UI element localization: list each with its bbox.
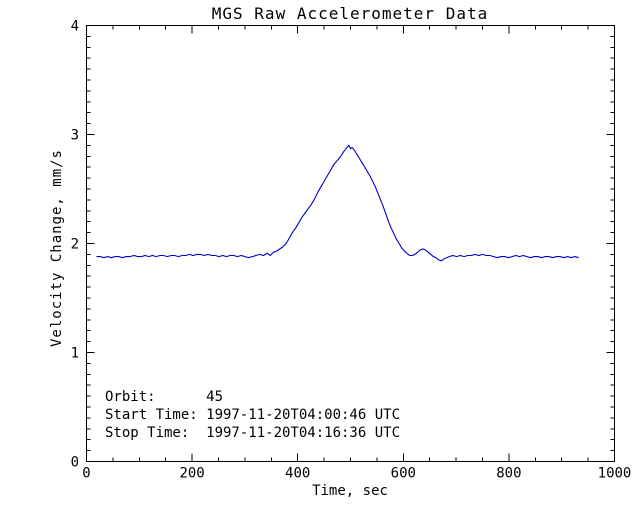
- data-line: [96, 144, 579, 262]
- x-tick-label: 600: [391, 466, 416, 482]
- chart-title: MGS Raw Accelerometer Data: [211, 4, 489, 23]
- y-tick-label: 1: [71, 346, 79, 362]
- x-tick-label: 200: [179, 466, 204, 482]
- annotation-start-time: Start Time: 1997-11-20T04:00:46 UTC: [105, 407, 401, 423]
- annotation-stop-time: Stop Time: 1997-11-20T04:16:36 UTC: [105, 425, 401, 441]
- x-tick-label: 0: [82, 466, 90, 482]
- y-tick-label: 4: [71, 19, 79, 35]
- x-tick-label: 1000: [598, 466, 632, 482]
- y-tick-label: 3: [71, 128, 79, 144]
- x-axis-label: Time, sec: [312, 483, 388, 499]
- x-tick-label: 800: [496, 466, 521, 482]
- x-tick-label: 400: [285, 466, 310, 482]
- annotation-block: Orbit: 45 Start Time: 1997-11-20T04:00:4…: [105, 388, 400, 442]
- annotation-orbit: Orbit: 45: [105, 389, 224, 405]
- y-tick-label: 2: [71, 237, 79, 253]
- y-axis-label: Velocity Change, mm/s: [49, 149, 65, 348]
- y-tick-label: 0: [71, 455, 79, 471]
